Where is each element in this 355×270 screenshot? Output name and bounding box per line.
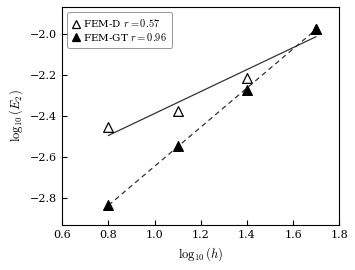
X-axis label: $\log_{10}(h)$: $\log_{10}(h)$ (178, 245, 224, 263)
Legend: FEM-D $r = 0.57$, FEM-GT $r = 0.96$: FEM-D $r = 0.57$, FEM-GT $r = 0.96$ (67, 12, 172, 48)
Point (105, 125, 111, 129)
Point (175, 109, 180, 113)
Point (175, 144, 180, 148)
Point (313, 26, 319, 31)
Point (313, 26, 319, 31)
Y-axis label: $\log_{10}(E_2)$: $\log_{10}(E_2)$ (7, 90, 25, 142)
Point (105, 203, 111, 208)
Point (244, 76, 250, 80)
Point (244, 88, 250, 92)
